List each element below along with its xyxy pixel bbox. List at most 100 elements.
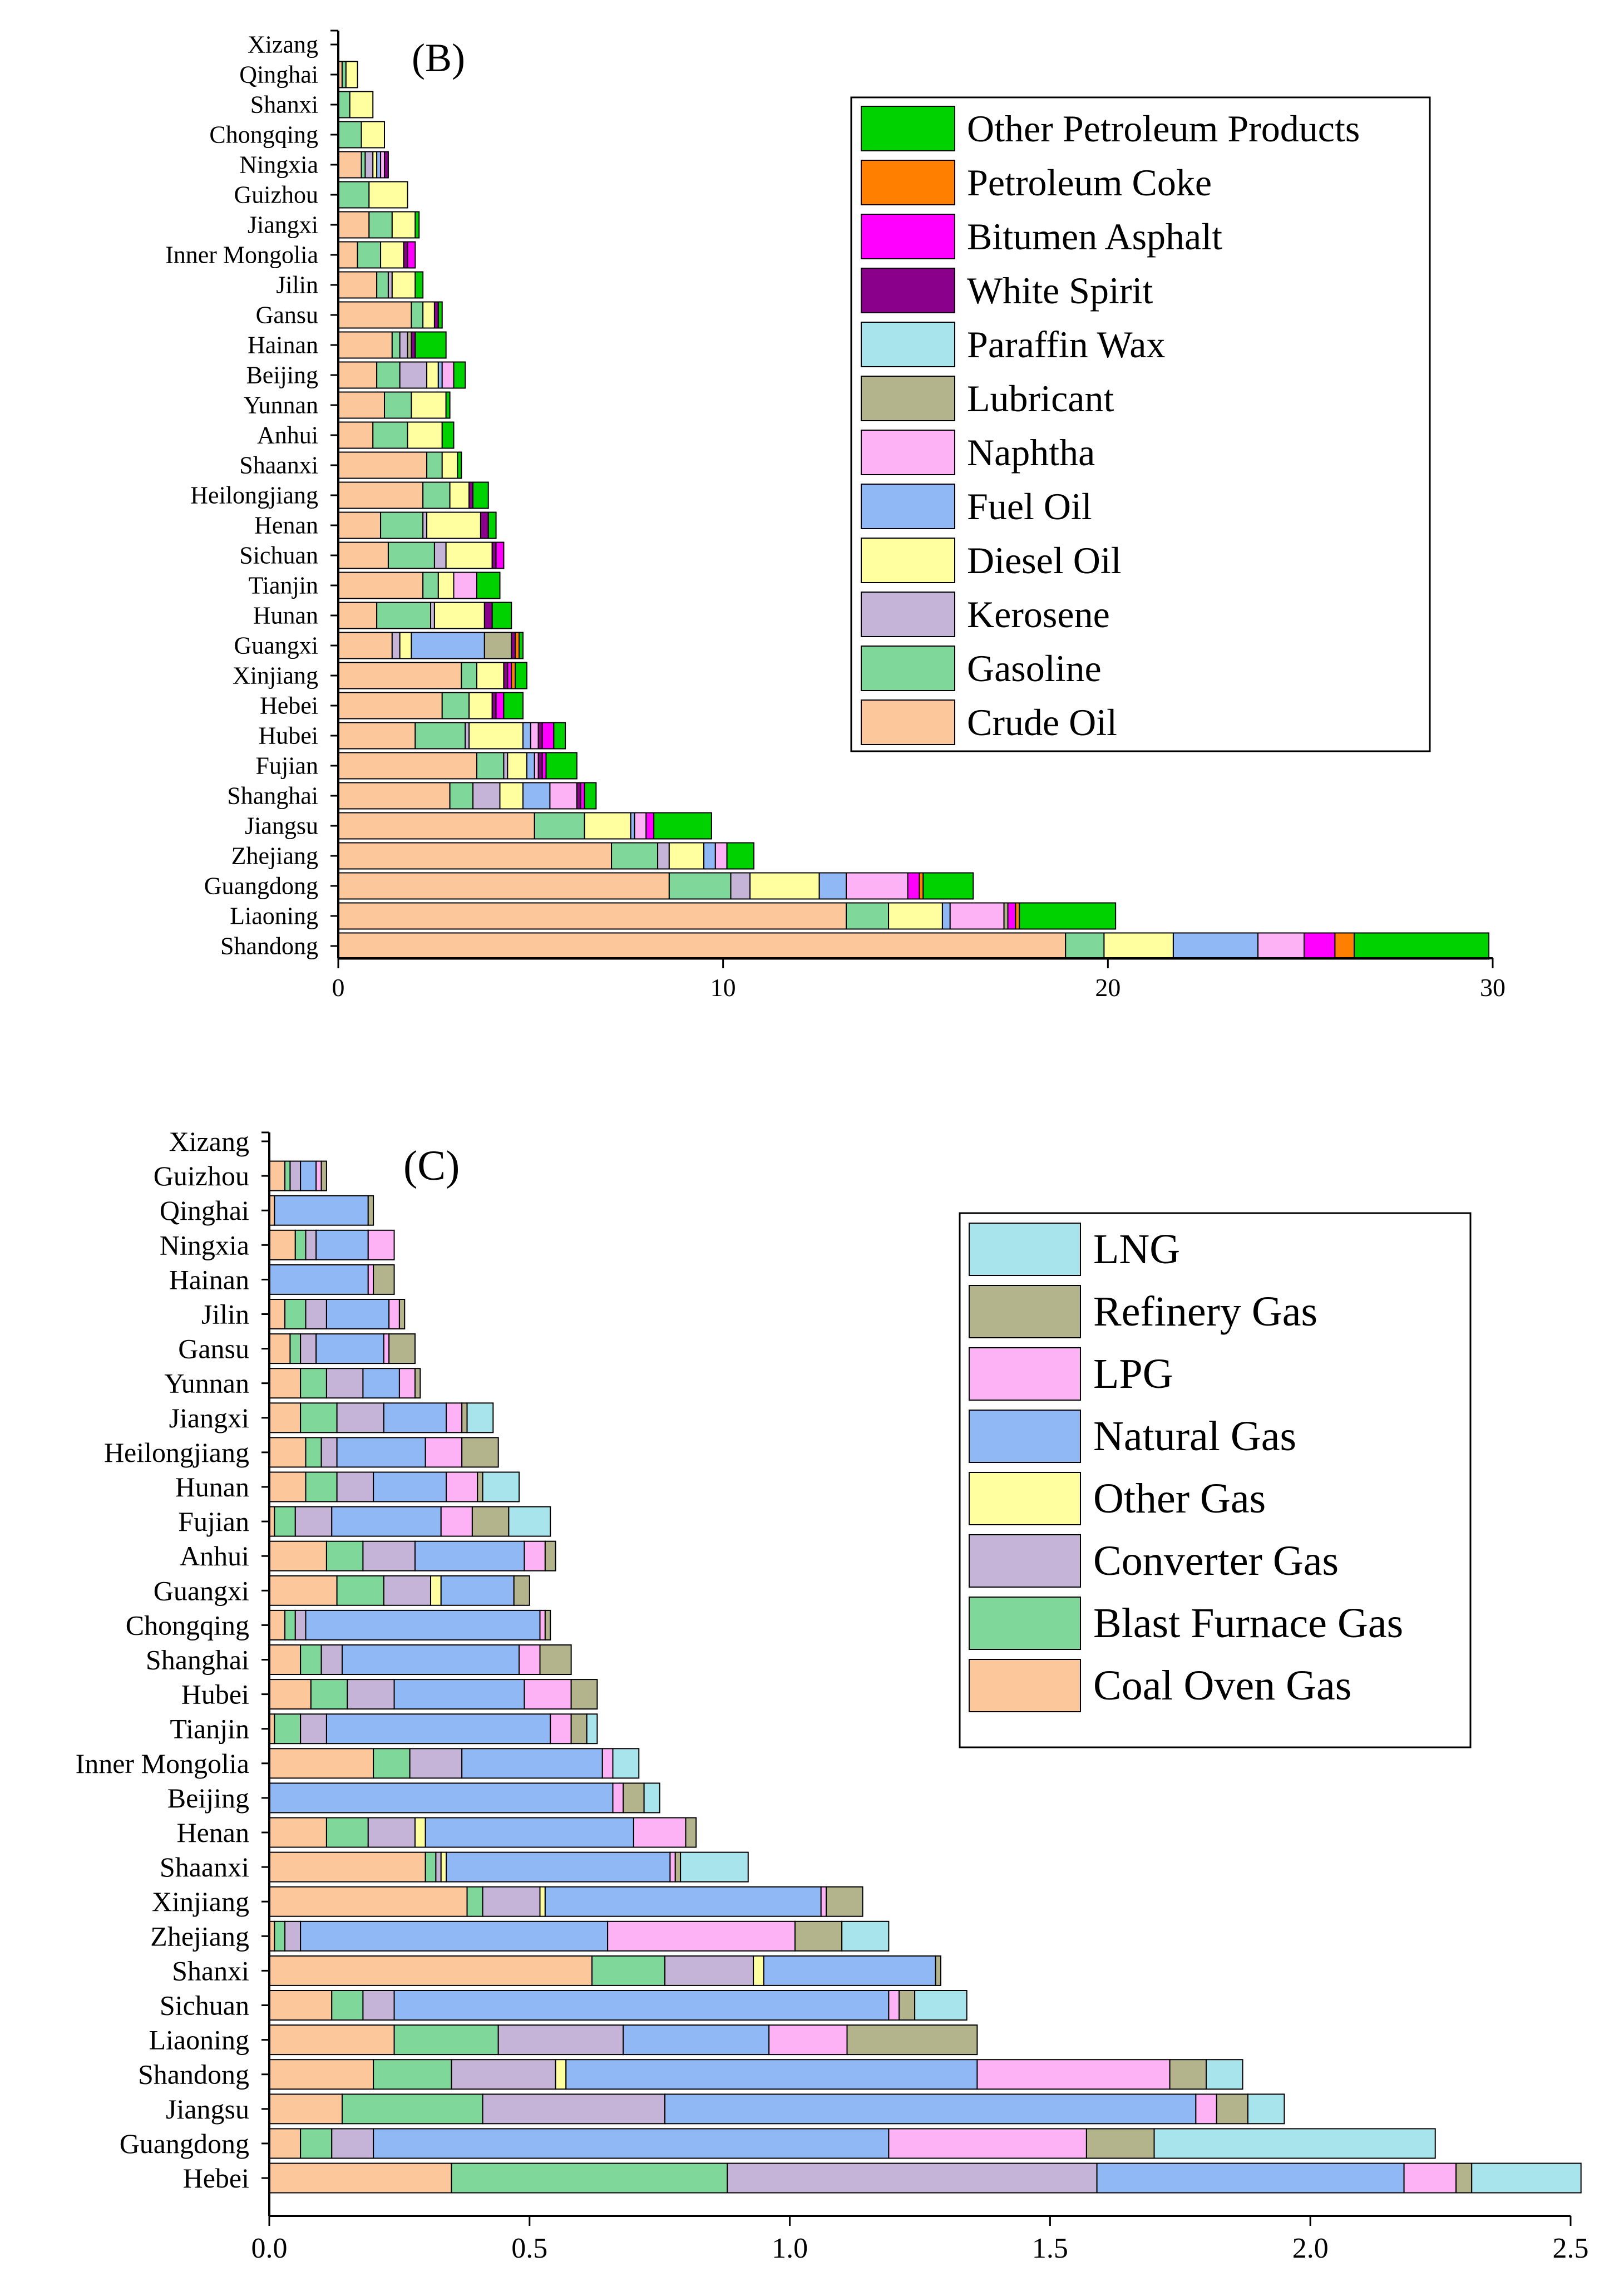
bar-zhejiang-fuel-oil: [703, 842, 716, 870]
bar-hubei-bitumen-asphalt: [541, 722, 555, 750]
y-tick-label-jilin: Jilin: [276, 272, 318, 299]
bar-zhejiang-blast-furnace-gas: [274, 1920, 286, 1952]
bar-inner-mongolia-gasoline: [357, 241, 382, 269]
bar-jiangsu-bitumen-asphalt: [645, 812, 655, 840]
legend-item-crude-oil: Crude Oil: [861, 699, 1117, 745]
bar-guizhou-gasoline: [338, 181, 370, 209]
bar-jiangxi-natural-gas: [383, 1402, 447, 1433]
bar-guangxi-blast-furnace-gas: [336, 1575, 384, 1606]
bar-jiangsu-blast-furnace-gas: [341, 2093, 483, 2125]
y-tick-label-beijing: Beijing: [246, 362, 318, 389]
bar-sichuan-refinery-gas: [899, 1990, 916, 2021]
bars: [269, 1160, 1582, 2194]
y-tick-label-heilongjiang: Heilongjiang: [190, 482, 318, 509]
legend-swatch: [861, 484, 955, 529]
bar-guangdong-other-petroleum-products: [922, 872, 974, 900]
x-tick-label: 0.5: [511, 2233, 547, 2264]
bar-anhui-coal-oven-gas: [269, 1540, 327, 1571]
bar-sichuan-converter-gas: [362, 1990, 395, 2021]
bar-fujian-converter-gas: [294, 1506, 333, 1537]
bar-henan-kerosene: [422, 511, 428, 539]
legend-item-other-gas: Other Gas: [969, 1472, 1266, 1525]
bar-zhejiang-diesel-oil: [668, 842, 705, 870]
bar-hunan-blast-furnace-gas: [305, 1471, 338, 1502]
legend-swatch: [969, 1597, 1081, 1650]
bar-shaanxi-blast-furnace-gas: [424, 1851, 437, 1883]
y-tick-label-shandong: Shandong: [220, 933, 318, 960]
bar-jilin-crude-oil: [338, 271, 378, 299]
bar-sichuan-gasoline: [387, 541, 435, 569]
y-tick-label-hunan: Hunan: [253, 602, 318, 629]
bar-hubei-crude-oil: [338, 722, 416, 750]
bar-chongqing-natural-gas: [305, 1609, 541, 1640]
bar-liaoning-crude-oil: [338, 902, 847, 930]
bar-zhejiang-converter-gas: [284, 1920, 302, 1952]
legend-item-bitumen-asphalt: Bitumen Asphalt: [861, 214, 1222, 259]
bar-henan-lpg: [633, 1817, 687, 1848]
bar-hubei-white-spirit: [537, 722, 543, 750]
bar-ningxia-naphtha: [380, 151, 385, 179]
bar-guizhou-natural-gas: [300, 1160, 317, 1191]
panel-label: (B): [412, 36, 465, 80]
bar-xinjiang-lpg: [820, 1886, 827, 1917]
bar-hunan-diesel-oil: [433, 602, 485, 629]
x-tick-label: 10: [710, 973, 736, 1002]
bar-hunan-converter-gas: [336, 1471, 374, 1502]
panel-b-chart: Xizang Qinghai ShanxiChongqingNingxiaGuizh…: [165, 29, 1505, 1002]
bar-henan-converter-gas: [367, 1817, 416, 1848]
bar-heilongjiang-gasoline: [422, 481, 451, 509]
bar-heilongjiang-crude-oil: [338, 481, 424, 509]
bar-guangdong-natural-gas: [373, 2128, 890, 2159]
legend-label: Crude Oil: [967, 701, 1117, 743]
bar-gansu-crude-oil: [338, 301, 412, 329]
bar-jiangxi-converter-gas: [336, 1402, 384, 1433]
bar-tianjin-natural-gas: [325, 1713, 551, 1745]
bar-inner-mongolia-coal-oven-gas: [269, 1748, 374, 1779]
bar-guangxi-refinery-gas: [513, 1575, 530, 1606]
bar-gansu-refinery-gas: [388, 1333, 416, 1364]
bar-hunan-other-petroleum-products: [491, 602, 512, 629]
bar-gansu-white-spirit: [433, 301, 439, 329]
bar-hunan-natural-gas: [373, 1471, 447, 1502]
bar-zhejiang-naphtha: [714, 842, 728, 870]
bar-jilin-diesel-oil: [391, 271, 416, 299]
bar-guizhou-lpg: [315, 1160, 322, 1191]
legend-swatch: [861, 430, 955, 475]
y-tick-label-anhui: Anhui: [180, 1540, 249, 1571]
legend-label: Lubricant: [967, 377, 1114, 420]
legend-swatch: [969, 1534, 1081, 1588]
bar-fujian-lpg: [440, 1506, 473, 1537]
bar-liaoning-bitumen-asphalt: [1007, 902, 1016, 930]
bar-fujian-lng: [508, 1506, 551, 1537]
y-tick-label-jiangsu: Jiangsu: [245, 812, 318, 840]
y-tick-label-hainan: Hainan: [248, 332, 318, 359]
bar-heilongjiang-coal-oven-gas: [269, 1437, 307, 1468]
bar-hunan-refinery-gas: [477, 1471, 483, 1502]
bar-hunan-crude-oil: [338, 602, 378, 629]
bar-jiangsu-fuel-oil: [630, 812, 635, 840]
bar-heilongjiang-other-petroleum-products: [472, 481, 489, 509]
bar-shanghai-lpg: [519, 1644, 541, 1675]
bar-jiangxi-lng: [466, 1402, 494, 1433]
bar-guangxi-other-gas: [430, 1575, 442, 1606]
legend-box: [850, 96, 1431, 752]
bar-hubei-naphtha: [530, 722, 539, 750]
y-tick-label-zhejiang: Zhejiang: [231, 843, 318, 870]
bar-guangdong-gasoline: [668, 872, 732, 900]
bar-shandong-natural-gas: [565, 2059, 978, 2090]
bar-guangxi-coal-oven-gas: [269, 1575, 338, 1606]
y-tick-label-heilongjiang: Heilongjiang: [104, 1437, 249, 1468]
legend-swatch: [861, 646, 955, 691]
bar-jiangxi-diesel-oil: [391, 211, 416, 239]
bar-jilin-other-petroleum-products: [414, 271, 424, 299]
bar-chongqing-lpg: [539, 1609, 546, 1640]
bar-hunan-white-spirit: [483, 602, 493, 629]
bar-sichuan-natural-gas: [393, 1990, 890, 2021]
bar-jiangxi-coal-oven-gas: [269, 1402, 302, 1433]
bar-jilin-lpg: [388, 1299, 400, 1329]
bar-ningxia-natural-gas: [315, 1229, 369, 1260]
bar-guizhou-diesel-oil: [368, 181, 408, 209]
bar-jilin-coal-oven-gas: [269, 1299, 286, 1329]
